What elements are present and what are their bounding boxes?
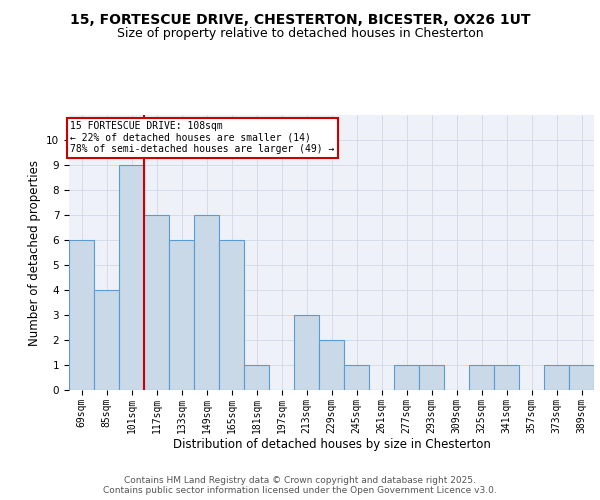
Bar [419, 365, 444, 390]
Bar [169, 240, 194, 390]
Text: 15 FORTESCUE DRIVE: 108sqm
← 22% of detached houses are smaller (14)
78% of semi: 15 FORTESCUE DRIVE: 108sqm ← 22% of deta… [70, 121, 335, 154]
X-axis label: Distribution of detached houses by size in Chesterton: Distribution of detached houses by size … [173, 438, 490, 452]
Bar [569, 365, 594, 390]
Text: Contains HM Land Registry data © Crown copyright and database right 2025.: Contains HM Land Registry data © Crown c… [124, 476, 476, 485]
Bar [394, 365, 419, 390]
Text: Size of property relative to detached houses in Chesterton: Size of property relative to detached ho… [116, 28, 484, 40]
Bar [544, 365, 569, 390]
Bar [319, 340, 344, 390]
Bar [344, 365, 369, 390]
Bar [119, 165, 144, 390]
Bar [294, 315, 319, 390]
Bar [94, 290, 119, 390]
Bar [219, 240, 244, 390]
Y-axis label: Number of detached properties: Number of detached properties [28, 160, 41, 346]
Text: 15, FORTESCUE DRIVE, CHESTERTON, BICESTER, OX26 1UT: 15, FORTESCUE DRIVE, CHESTERTON, BICESTE… [70, 12, 530, 26]
Bar [244, 365, 269, 390]
Bar [194, 215, 219, 390]
Text: Contains public sector information licensed under the Open Government Licence v3: Contains public sector information licen… [103, 486, 497, 495]
Bar [144, 215, 169, 390]
Bar [494, 365, 519, 390]
Bar [69, 240, 94, 390]
Bar [469, 365, 494, 390]
